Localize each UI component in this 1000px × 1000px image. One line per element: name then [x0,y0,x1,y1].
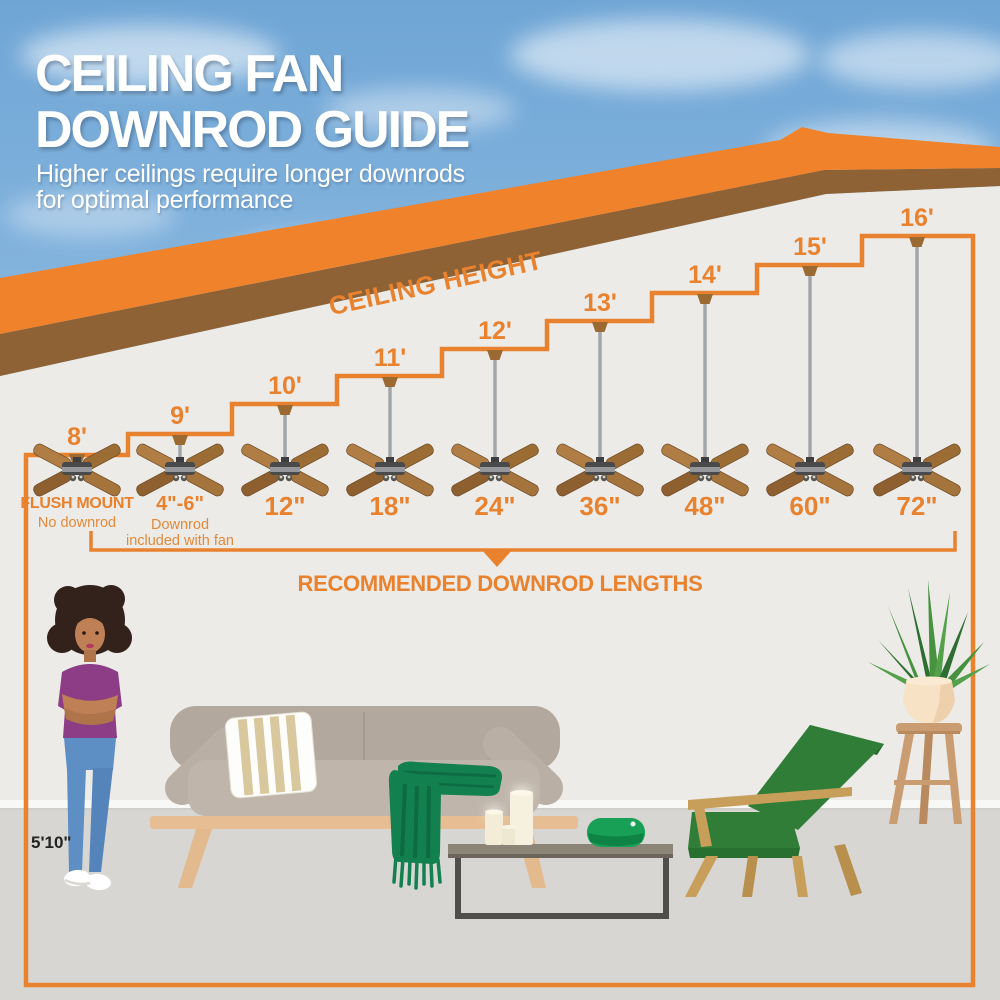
crossed-arms [62,694,118,715]
table-frame [455,858,669,919]
face [75,615,105,653]
fan-24in [449,350,541,499]
sofa-leg [178,829,212,888]
stool [889,723,962,824]
ceiling-label-10ft: 10' [268,372,302,400]
page-title-line2: DOWNROD GUIDE [35,101,470,159]
fan-4-6in [134,435,226,499]
downrod-label-main: FLUSH MOUNT [20,495,134,512]
ceiling-height-staircase [23,233,976,988]
downrod-label-60in: 60" [789,491,831,521]
chair-leg [685,856,718,897]
page-title-line1: CEILING FAN [35,45,344,103]
ceiling-label-11ft: 11' [373,344,407,372]
page-subtitle-line1: Higher ceilings require longer downrods [36,160,465,188]
jeans [64,738,116,770]
coffee-table [448,786,673,919]
roof-shadow-band [0,168,1000,376]
bracket-arrow-icon [481,549,513,567]
downrod-label-sub: No downrod [37,514,117,531]
page-subtitle-line2: for optimal performance [36,186,294,214]
green-dish [587,818,645,847]
person-height-label: 5'10" [31,833,72,852]
ceiling-label-12ft: 12' [478,317,512,345]
downrod-label-72in: 72" [896,491,938,521]
chair-armrest [688,787,852,810]
fan-60in [764,266,856,499]
roof-orange-band [0,127,1000,334]
chair-leg [834,844,862,896]
ceiling-label-15ft: 15' [793,233,827,261]
sofa-wood-rail [150,816,578,829]
ceiling-label-8ft: 8' [67,423,87,451]
downrod-label-24in: 24" [474,491,516,521]
ceiling-label-14ft: 14' [688,261,722,289]
downrod-label-4-6in: 4"-6" Downrod included with fan [110,494,250,549]
armchair [685,725,884,897]
chair-leg [742,856,758,897]
downrod-bracket [89,531,957,552]
downrod-label-sub: Downrod [150,517,210,533]
person-illustration [47,585,132,891]
downrod-label-36in: 36" [579,491,621,521]
fan-72in [871,237,963,499]
downrod-label-main: 4"-6" [156,493,204,515]
plant-stand [868,580,990,824]
fan-36in [554,322,646,499]
fan-18in [344,377,436,499]
fan-48in [659,294,751,499]
chair-leg [792,856,808,897]
green-throw [388,761,503,890]
shoe [85,873,111,891]
ceiling-label-16ft: 16' [900,204,934,232]
aloe-plant [868,580,990,694]
ceiling-label-9ft: 9' [170,402,190,430]
ceiling-label-13ft: 13' [583,289,617,317]
downrod-label-18in: 18" [369,491,411,521]
striped-pillow [224,711,318,799]
downrod-label-12in: 12" [264,491,306,521]
downrod-label-48in: 48" [684,491,726,521]
downrod-label-sub2: included with fan [125,533,234,550]
downrod-label-flush-mount: FLUSH MOUNT No downrod [7,495,147,531]
fan-12in [239,405,331,499]
chair-seat [688,812,800,848]
candles [485,786,533,845]
recommended-downrod-lengths-heading: RECOMMENDED DOWNROD LENGTHS [297,571,703,596]
sofa [150,706,578,890]
